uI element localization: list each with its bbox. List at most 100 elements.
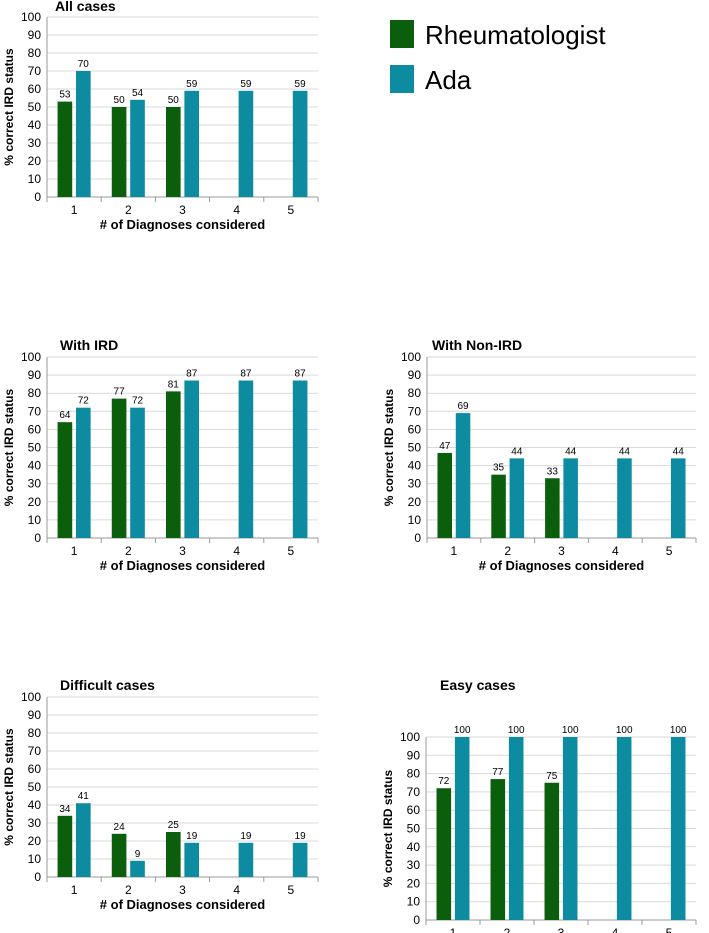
x-tick-label: 5 (666, 926, 673, 933)
bar-ada-4 (238, 380, 254, 538)
data-label: 77 (492, 767, 504, 778)
legend-swatch-rheumatologist (390, 20, 414, 48)
y-tick-label: 10 (28, 172, 42, 186)
legend-label-ada: Ada (425, 65, 472, 95)
chart-title: Easy cases (440, 677, 516, 693)
x-tick-label: 1 (450, 926, 457, 933)
y-tick-label: 70 (28, 64, 42, 78)
y-tick-label: 90 (28, 708, 42, 722)
x-tick-label: 4 (612, 926, 619, 933)
y-tick-label: 10 (407, 895, 421, 909)
y-tick-label: 60 (408, 422, 422, 436)
data-label: 47 (439, 441, 451, 452)
bar-rheumatologist-2 (491, 474, 506, 538)
y-tick-label: 100 (21, 350, 41, 364)
y-tick-label: 60 (28, 762, 42, 776)
chart-title: With IRD (60, 337, 118, 353)
data-label: 25 (168, 820, 180, 831)
data-label: 44 (619, 446, 631, 457)
y-tick-label: 70 (407, 785, 421, 799)
bar-ada-5 (292, 90, 308, 197)
bar-rheumatologist-2 (111, 107, 127, 197)
y-tick-label: 90 (408, 368, 422, 382)
x-tick-label: 2 (125, 203, 132, 217)
data-label: 19 (240, 831, 252, 842)
data-label: 100 (670, 725, 687, 736)
data-label: 53 (59, 90, 71, 101)
y-tick-label: 20 (408, 495, 422, 509)
bar-rheumatologist-1 (57, 101, 73, 197)
y-tick-label: 40 (28, 798, 42, 812)
y-tick-label: 30 (28, 477, 42, 491)
y-tick-label: 40 (407, 840, 421, 854)
data-label: 72 (132, 396, 144, 407)
y-tick-label: 30 (28, 136, 42, 150)
data-label: 9 (135, 849, 141, 860)
data-label: 44 (511, 446, 523, 457)
data-label: 59 (186, 79, 198, 90)
chart-with-ird: 0 10 20 30 40 50 60 70 80 90 100 1 64 72 2 77 72 3 81 87 4 87… (2, 337, 319, 573)
x-tick-label: 2 (125, 883, 132, 897)
y-tick-label: 10 (28, 513, 42, 527)
y-tick-label: 50 (28, 441, 42, 455)
y-axis-label: % correct IRD status (381, 769, 395, 887)
data-label: 100 (616, 725, 633, 736)
data-label: 72 (438, 776, 450, 787)
bar-ada-3 (184, 90, 200, 197)
data-label: 69 (457, 401, 469, 412)
bar-rheumatologist-1 (437, 452, 453, 538)
x-tick-label: 3 (179, 203, 186, 217)
bar-ada-2 (130, 860, 145, 877)
y-tick-label: 20 (28, 834, 42, 848)
x-tick-label: 5 (288, 883, 295, 897)
bar-ada-1 (75, 71, 91, 197)
y-tick-label: 80 (28, 46, 42, 60)
legend-label-rheumatologist: Rheumatologist (425, 20, 606, 50)
data-label: 77 (114, 387, 126, 398)
y-axis-label: % correct IRD status (382, 388, 396, 506)
x-tick-label: 1 (71, 544, 78, 558)
x-tick-label: 4 (233, 203, 240, 217)
y-tick-label: 80 (408, 386, 422, 400)
y-tick-label: 0 (34, 531, 41, 545)
chart-title: With Non-IRD (432, 337, 522, 353)
bar-rheumatologist-3 (165, 391, 181, 538)
y-tick-label: 20 (407, 876, 421, 890)
bar-ada-3 (562, 737, 578, 920)
bar-rheumatologist-3 (544, 782, 560, 920)
y-tick-label: 0 (34, 870, 41, 884)
bar-ada-5 (292, 380, 308, 538)
data-label: 100 (562, 725, 579, 736)
y-tick-label: 30 (28, 816, 42, 830)
y-tick-label: 90 (407, 748, 421, 762)
y-tick-label: 20 (28, 495, 42, 509)
x-tick-label: 1 (451, 544, 458, 558)
chart-all-cases: 0 10 20 30 40 50 60 70 80 90 100 1 53 70 2 50 54 3 50 59 4 59… (2, 0, 319, 232)
data-label: 100 (508, 725, 525, 736)
y-tick-label: 90 (28, 368, 42, 382)
x-tick-label: 1 (71, 203, 78, 217)
bar-ada-4 (616, 737, 632, 920)
data-label: 59 (240, 79, 252, 90)
bar-ada-1 (75, 407, 91, 538)
x-axis-label: # of Diagnoses considered (100, 897, 265, 912)
y-tick-label: 0 (34, 190, 41, 204)
chart-title: All cases (55, 0, 116, 14)
x-tick-label: 5 (288, 544, 295, 558)
legend-swatch-ada (390, 65, 414, 93)
bar-ada-2 (130, 99, 145, 197)
data-label: 70 (78, 59, 90, 70)
y-tick-label: 10 (408, 513, 422, 527)
y-tick-label: 50 (407, 822, 421, 836)
x-tick-label: 3 (179, 883, 186, 897)
bar-ada-5 (670, 458, 686, 538)
bar-ada-2 (509, 458, 525, 538)
x-tick-label: 2 (504, 926, 511, 933)
bar-rheumatologist-3 (165, 832, 181, 877)
x-axis-label: # of Diagnoses considered (479, 558, 644, 573)
data-label: 33 (547, 466, 559, 477)
y-tick-label: 100 (401, 350, 421, 364)
x-tick-label: 5 (666, 544, 673, 558)
bar-ada-3 (563, 458, 578, 538)
